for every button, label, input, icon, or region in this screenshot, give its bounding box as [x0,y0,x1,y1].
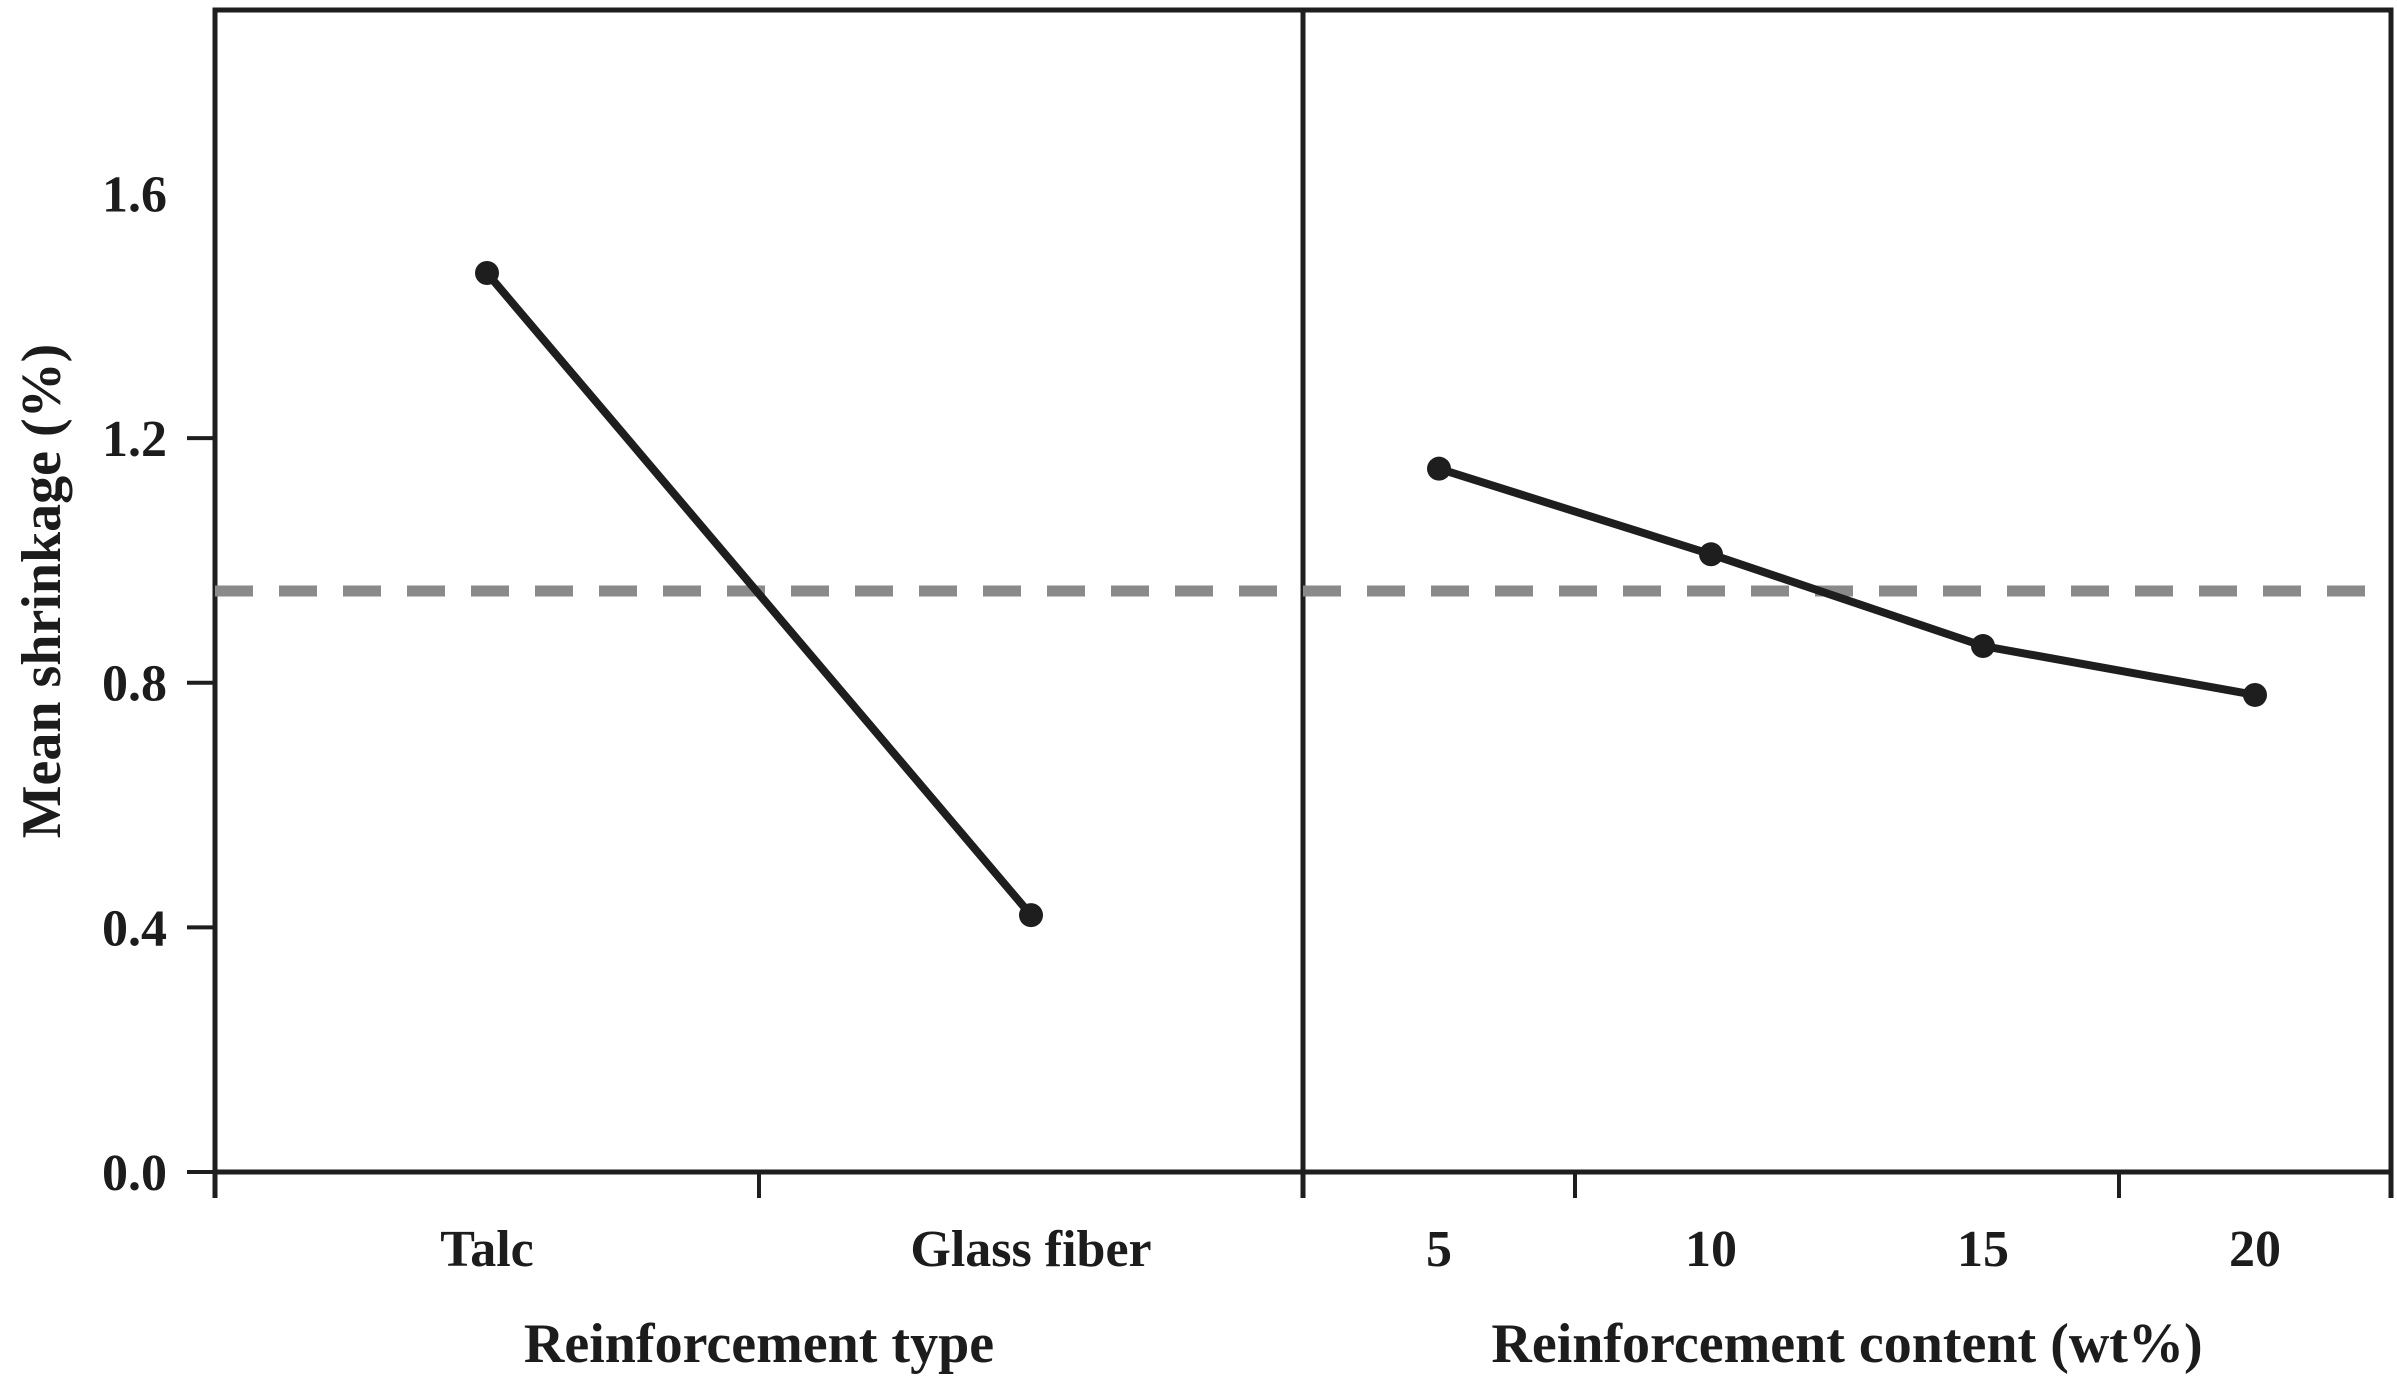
x-axis-title-reinforcement-type: Reinforcement type [524,1313,994,1375]
y-axis-title: Mean shrinkage (%) [11,344,73,839]
data-point-marker [1019,903,1043,928]
x-category-label: 5 [1426,1221,1452,1278]
x-category-label: 10 [1685,1221,1737,1278]
y-axis-tick-label: 0.8 [102,656,167,713]
y-axis-tick-label: 0.0 [102,1145,167,1202]
y-axis-tick-label: 0.4 [102,900,167,957]
series-line-panel-1 [1435,464,2259,699]
x-category-label: Glass fiber [910,1221,1151,1278]
data-point-marker [1699,542,1723,567]
y-axis-tick-label: 1.6 [102,166,167,223]
x-category-label: 20 [2229,1221,2281,1278]
y-axis-tick-label: 1.2 [102,411,167,468]
x-category-label: Talc [440,1221,533,1278]
data-point-marker [475,260,499,285]
x-axis-title-reinforcement-content: Reinforcement content (wt%) [1491,1313,2202,1375]
chart-layers: 0.0 0.4 0.8 1.2 1.6 Talc Glass fiber 5 10 15 20 [102,7,2394,1278]
data-point-marker [1427,456,1451,481]
series-line-panel-0 [483,268,1035,920]
data-point-marker [1971,634,1995,659]
x-category-label: 15 [1957,1221,2009,1278]
data-point-marker [2243,682,2267,707]
